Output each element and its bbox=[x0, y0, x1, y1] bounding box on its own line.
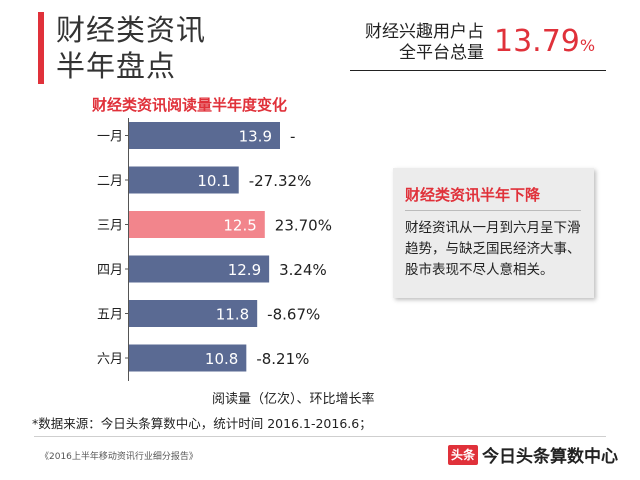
page-title: 财经类资讯 半年盘点 bbox=[56, 12, 206, 84]
footer-divider bbox=[34, 436, 606, 437]
growth-rate-label: -8.21% bbox=[256, 350, 309, 368]
callout-body: 财经资讯从一月到六月呈下滑趋势，与缺乏国民经济大事、股市表现不尽人意相关。 bbox=[405, 220, 581, 278]
source-note: *数据来源：今日头条算数中心，统计时间 2016.1-2016.6； bbox=[32, 416, 372, 431]
bar-value-label: 10.1 bbox=[197, 172, 230, 190]
category-label: 六月 bbox=[97, 352, 123, 367]
stat-label: 财经兴趣用户占 全平台总量 bbox=[348, 22, 484, 64]
bar bbox=[129, 255, 270, 283]
bar bbox=[129, 300, 258, 327]
bar bbox=[129, 211, 265, 238]
growth-rate-label: - bbox=[290, 128, 295, 146]
stat-number: 13.79 bbox=[494, 24, 580, 59]
brand: 头条 今日头条算数中心 bbox=[448, 442, 618, 467]
report-name: 《2016上半年移动资讯行业细分报告》 bbox=[40, 452, 198, 462]
stat-label-line1: 财经兴趣用户占 bbox=[365, 22, 484, 42]
stat-value: 13.79% bbox=[494, 24, 595, 64]
callout-divider bbox=[405, 210, 581, 211]
x-axis-label: 阅读量（亿次）、环比增长率 bbox=[212, 392, 375, 407]
growth-rate-label: 3.24% bbox=[279, 261, 327, 279]
title-accent-bar bbox=[38, 12, 44, 84]
chart-title: 财经类资讯阅读量半年度变化 bbox=[92, 96, 288, 114]
category-label: 五月 bbox=[97, 308, 123, 323]
category-label: 四月 bbox=[97, 263, 123, 278]
stat-unit: % bbox=[579, 36, 596, 55]
stat-label-line2: 全平台总量 bbox=[399, 43, 484, 63]
brand-name: 今日头条算数中心 bbox=[482, 447, 619, 467]
bar-value-label: 12.5 bbox=[223, 217, 256, 235]
header-divider bbox=[350, 70, 606, 71]
growth-rate-label: -8.67% bbox=[267, 306, 320, 324]
category-label: 一月 bbox=[97, 130, 123, 145]
page-title-line2: 半年盘点 bbox=[56, 49, 177, 83]
bar bbox=[129, 166, 239, 194]
growth-rate-label: 23.70% bbox=[275, 217, 332, 235]
category-label: 二月 bbox=[97, 174, 123, 189]
page-title-line1: 财经类资讯 bbox=[56, 13, 207, 47]
bar-value-label: 12.9 bbox=[228, 261, 261, 279]
callout-title: 财经类资讯半年下降 bbox=[405, 186, 541, 204]
growth-rate-label: -27.32% bbox=[249, 172, 312, 190]
toutiao-logo-icon: 头条 bbox=[448, 444, 479, 465]
bar-value-label: 13.9 bbox=[239, 128, 272, 146]
category-label: 三月 bbox=[97, 219, 123, 234]
callout-box: 财经类资讯半年下降 财经资讯从一月到六月呈下滑趋势，与缺乏国民经济大事、股市表现… bbox=[393, 168, 594, 298]
bar bbox=[129, 122, 280, 149]
bar bbox=[129, 344, 247, 372]
bar-value-label: 10.8 bbox=[205, 350, 238, 368]
bar-value-label: 11.8 bbox=[216, 306, 249, 324]
